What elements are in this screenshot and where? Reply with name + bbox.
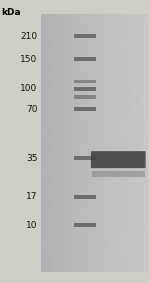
Text: 35: 35 bbox=[26, 154, 38, 163]
Bar bbox=[74, 195, 96, 199]
Bar bbox=[74, 95, 96, 98]
Bar bbox=[74, 156, 96, 160]
Text: 70: 70 bbox=[26, 105, 38, 114]
Bar bbox=[92, 171, 145, 177]
Text: 150: 150 bbox=[20, 55, 38, 64]
Text: 10: 10 bbox=[26, 221, 38, 230]
Text: 100: 100 bbox=[20, 84, 38, 93]
Text: 210: 210 bbox=[20, 31, 38, 40]
FancyBboxPatch shape bbox=[91, 151, 146, 168]
Bar bbox=[74, 107, 96, 112]
Bar bbox=[74, 87, 96, 91]
Bar bbox=[74, 34, 96, 38]
Text: 17: 17 bbox=[26, 192, 38, 201]
Bar bbox=[74, 223, 96, 227]
Bar bbox=[74, 80, 96, 83]
Text: kDa: kDa bbox=[2, 8, 21, 18]
Bar bbox=[74, 57, 96, 61]
